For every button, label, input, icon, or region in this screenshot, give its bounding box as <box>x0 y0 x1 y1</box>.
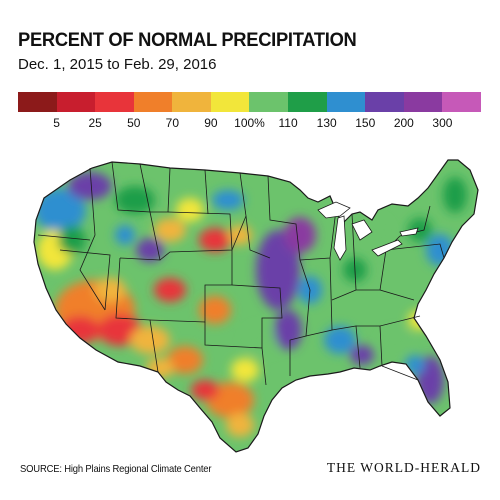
legend-swatch <box>18 92 57 112</box>
precipitation-map <box>33 159 479 453</box>
legend-label: 100% <box>234 116 265 130</box>
publisher-logo: THE WORLD-HERALD <box>326 460 481 475</box>
legend-label: 110 <box>278 116 298 130</box>
legend-label: 5 <box>53 116 60 130</box>
source-credit: SOURCE: High Plains Regional Climate Cen… <box>20 463 212 475</box>
legend-swatch <box>95 92 134 112</box>
precipitation-fill <box>34 160 478 452</box>
legend-swatch <box>133 92 173 112</box>
legend-swatch <box>249 92 289 112</box>
color-legend <box>18 92 481 114</box>
legend-labels: 5 25 50 70 90 100% 110 130 150 200 300 <box>0 116 500 132</box>
legend-swatch <box>365 92 404 112</box>
legend-bar <box>18 92 481 112</box>
state-borders <box>33 159 479 453</box>
great-lakes <box>317 201 419 261</box>
legend-label: 70 <box>165 116 180 130</box>
legend-swatch <box>210 92 250 112</box>
legend-swatch <box>403 92 443 112</box>
legend-label: 25 <box>88 116 102 130</box>
legend-swatch <box>56 92 96 112</box>
legend-label: 150 <box>355 116 376 130</box>
legend-swatch <box>326 92 366 112</box>
legend-label: 90 <box>204 116 218 130</box>
legend-label: 50 <box>127 116 141 130</box>
legend-swatch <box>172 92 211 112</box>
page-title: PERCENT OF NORMAL PRECIPITATION <box>18 29 357 51</box>
legend-label: 300 <box>432 116 453 130</box>
legend-label: 130 <box>316 116 337 130</box>
legend-swatch <box>442 92 481 112</box>
legend-swatch <box>288 92 327 112</box>
date-range-subtitle: Dec. 1, 2015 to Feb. 29, 2016 <box>18 56 217 73</box>
legend-label: 200 <box>393 116 414 130</box>
